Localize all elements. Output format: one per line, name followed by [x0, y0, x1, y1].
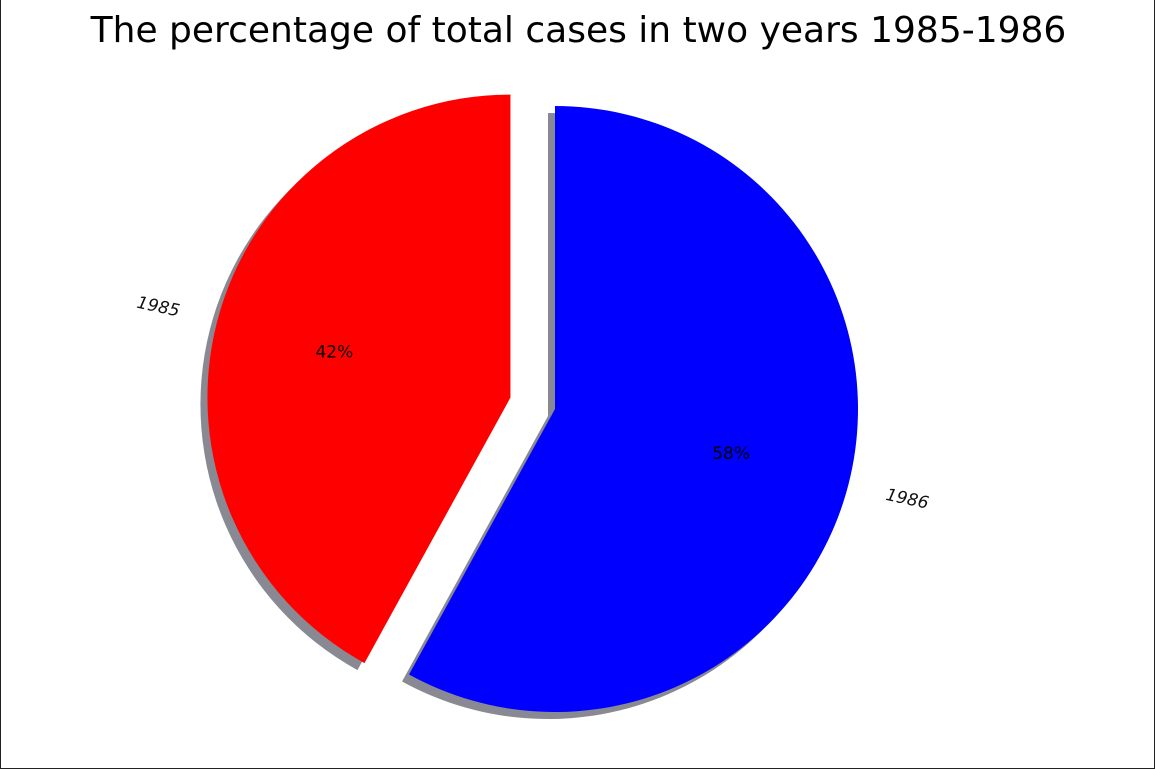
pie-percent-label-1985: 42%	[315, 342, 353, 362]
pie-slice-1985	[207, 94, 511, 664]
pie-category-label-1985: 1985	[135, 293, 181, 322]
pie-percent-label-1986: 58%	[712, 444, 750, 464]
chart-title: The percentage of total cases in two yea…	[90, 10, 1067, 51]
pie-slice-1986	[409, 106, 859, 712]
pie-category-label-1986: 1986	[884, 485, 931, 514]
